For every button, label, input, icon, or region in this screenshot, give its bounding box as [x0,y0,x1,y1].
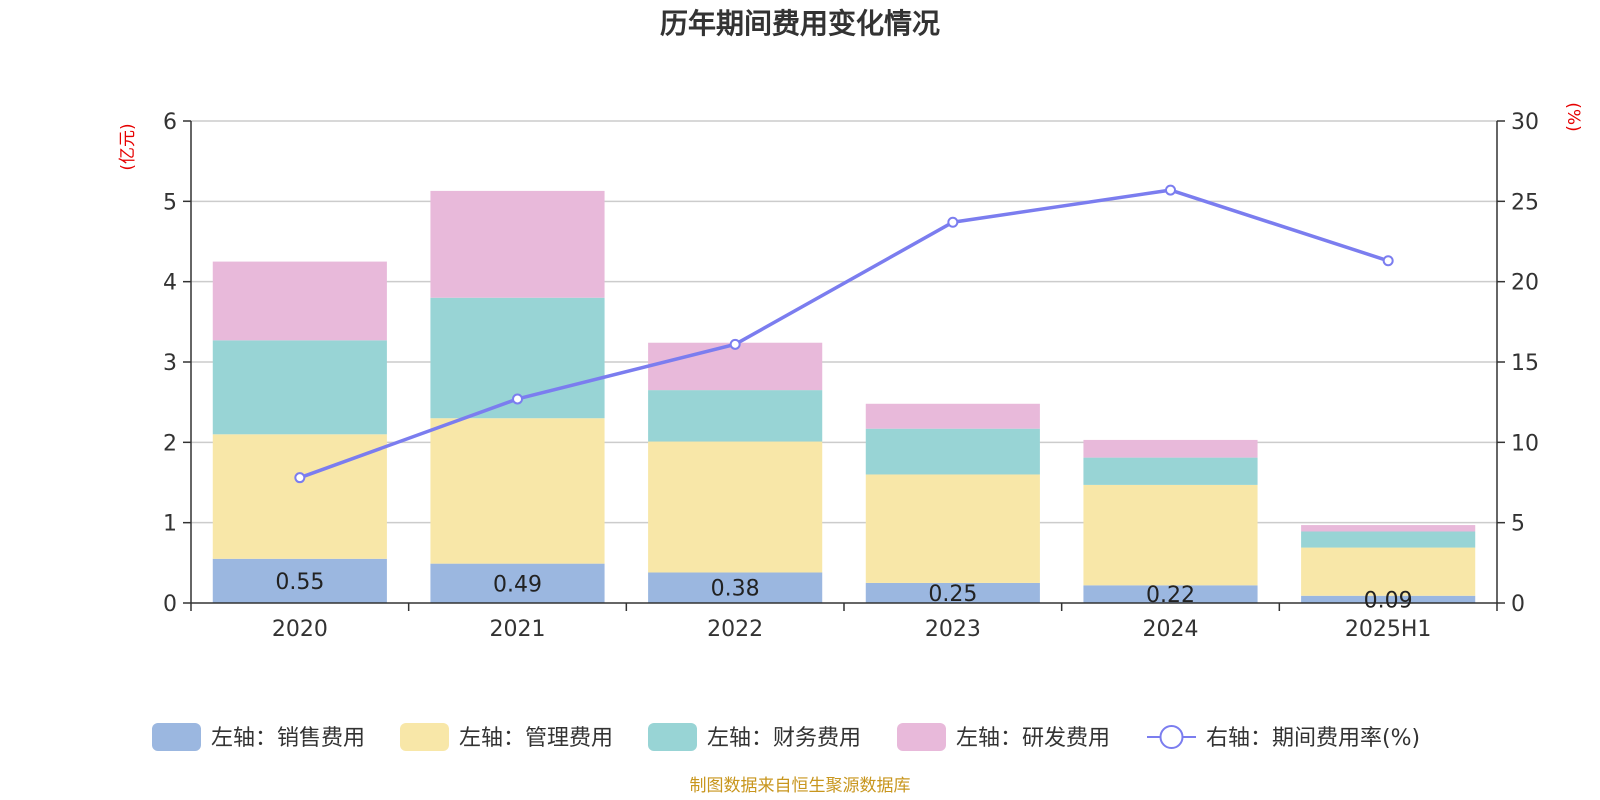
bar-segment [1083,585,1258,603]
right-tick-label: 10 [1511,431,1539,456]
bar-segment [648,441,823,573]
bar-segment [1083,457,1258,485]
bars [212,190,1476,603]
legend-label: 左轴：管理费用 [459,726,613,751]
rate-point [1382,255,1394,267]
bar-data-label: 0.49 [493,572,542,597]
legend-swatch [648,723,697,751]
rate-point [947,216,959,228]
rate-point [1165,184,1176,196]
right-tick-label: 15 [1511,351,1539,376]
right-tick-label: 20 [1511,271,1539,296]
left-tick-label: 0 [163,592,177,617]
left-tick-label: 3 [163,351,177,376]
bar-segment [1301,595,1476,603]
bar-segment [212,261,387,341]
bar-segment [865,582,1040,603]
left-tick-label: 6 [163,110,177,135]
right-tick-label: 25 [1511,190,1539,215]
legend-swatch [897,723,946,751]
right-tick-label: 5 [1511,512,1525,537]
bar-segment [212,340,387,435]
rate-series-line [299,188,1389,480]
legend: 左轴：销售费用 左轴：管理费用 左轴：财务费用 左轴：研发费用 右轴：期间费用率(%) [152,723,1420,751]
bar-segment [648,390,823,442]
rate-line [294,184,1394,484]
bar-segment [865,474,1040,583]
x-tick-label: 2024 [1143,617,1199,642]
bar-segment [865,428,1040,475]
axes: 0 1 2 3 4 5 6 0 5 10 15 20 25 30 2020 2021 2022 2023 2024 2… [163,110,1539,642]
left-tick-label: 5 [163,190,177,215]
bar-segment [648,572,823,603]
rate-point [729,338,741,350]
bar-segment [1301,547,1476,596]
right-axis-unit: (%) [1563,102,1583,131]
bar-labels: 0.55 0.49 0.38 0.25 0.22 0.09 [275,570,1412,613]
legend-label: 左轴：财务费用 [707,726,861,751]
right-tick-label: 0 [1511,592,1525,617]
x-tick-label: 2020 [272,617,328,642]
source-note: 制图数据来自恒生聚源数据库 [690,776,911,796]
bar-segment [648,342,823,391]
chart-title: 历年期间费用变化情况 [660,7,940,40]
rate-point [294,472,306,484]
bar-segment [212,434,387,559]
x-tick-label: 2023 [925,617,981,642]
bar-segment [865,403,1040,429]
legend-label: 左轴：研发费用 [956,726,1110,751]
bar-data-label: 0.38 [711,577,760,602]
left-axis-unit: (亿元) [118,123,138,170]
bar-segment [1301,531,1476,548]
bar-data-label: 0.25 [928,582,977,607]
right-tick-label: 30 [1511,110,1539,135]
legend-marker [1159,725,1184,749]
x-tick-label: 2021 [490,617,546,642]
legend-label: 左轴：销售费用 [211,726,365,751]
bar-data-label: 0.22 [1146,583,1195,608]
bar-segment [430,563,605,603]
left-tick-label: 2 [163,431,177,456]
grid [191,120,1497,524]
left-tick-label: 1 [163,512,177,537]
rate-point [512,393,523,405]
bar-segment [1083,439,1258,458]
bar-segment [1301,525,1476,532]
bar-segment [430,418,605,564]
legend-swatch [400,723,449,751]
bar-segment [1083,484,1258,586]
legend-swatch [152,723,201,751]
x-tick-label: 2022 [707,617,763,642]
legend-label: 右轴：期间费用率(%) [1206,726,1420,751]
x-tick-label: 2025H1 [1345,617,1432,642]
bar-segment [430,190,605,298]
bar-data-label: 0.55 [275,570,324,595]
bar-segment [212,558,387,603]
left-tick-label: 4 [163,271,177,296]
bar-data-label: 0.09 [1364,588,1413,613]
